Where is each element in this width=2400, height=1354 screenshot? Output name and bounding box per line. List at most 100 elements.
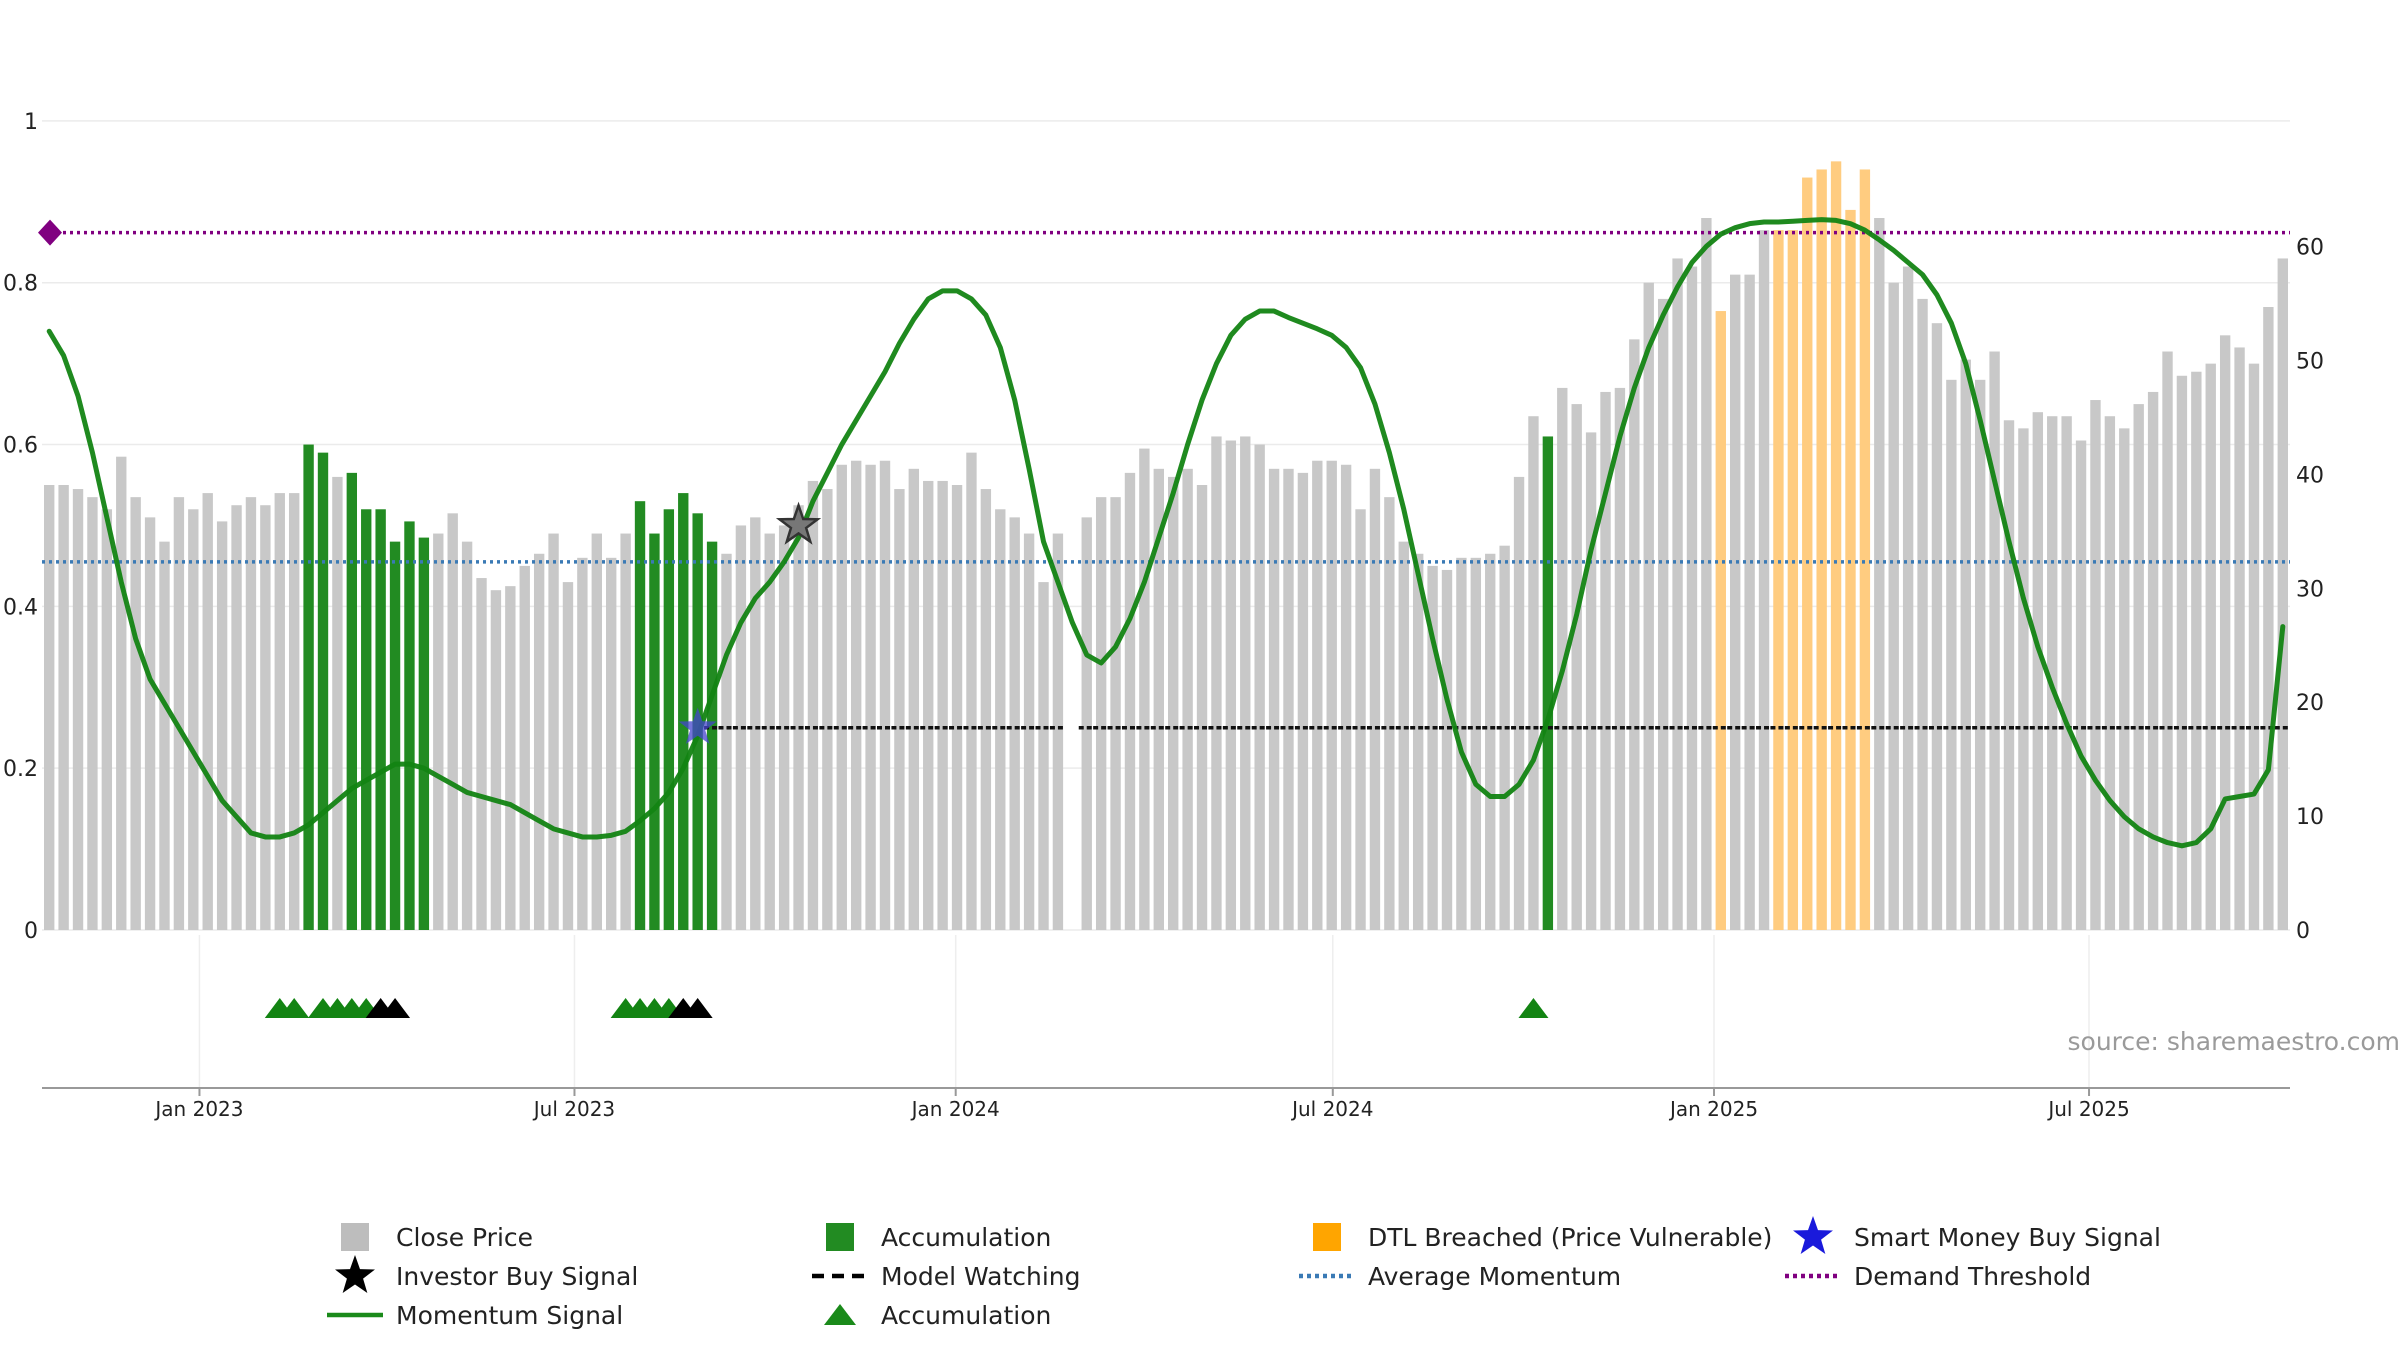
dtl-breached-bar — [1802, 178, 1812, 930]
close-price-bar — [1528, 416, 1538, 930]
close-price-bar — [592, 534, 602, 930]
right-axis-tick-label: 20 — [2296, 691, 2324, 716]
close-price-bar — [1283, 469, 1293, 930]
close-price-bar — [1384, 497, 1394, 930]
close-price-bar — [2018, 428, 2028, 930]
close-price-bar — [1010, 517, 1020, 930]
right-axis-tick-label: 30 — [2296, 577, 2324, 602]
close-price-bar — [2148, 392, 2158, 930]
close-price-bar — [1226, 441, 1236, 931]
legend-item: Demand Threshold — [1785, 1262, 2091, 1291]
close-price-bar — [1917, 299, 1927, 930]
dtl-breached-bar — [1788, 230, 1798, 930]
legend-label: Average Momentum — [1368, 1262, 1621, 1291]
close-price-bar — [1701, 218, 1711, 930]
left-axis-tick-label: 1 — [24, 110, 38, 135]
close-price-bar — [1038, 582, 1048, 930]
close-price-bar — [1197, 485, 1207, 930]
close-price-bar — [462, 542, 472, 930]
close-price-bar — [159, 542, 169, 930]
close-price-bar — [2119, 428, 2129, 930]
close-price-bar — [1759, 230, 1769, 930]
close-price-bar — [1125, 473, 1135, 930]
close-price-bar — [116, 457, 126, 930]
close-price-bar — [2278, 258, 2288, 930]
dtl-breached-bar — [1860, 169, 1870, 930]
accumulation-bar — [404, 521, 414, 930]
right-axis-tick-label: 0 — [2296, 919, 2310, 944]
close-price-bar — [937, 481, 947, 930]
accumulation-bar — [303, 445, 313, 930]
close-price-bar — [1514, 477, 1524, 930]
right-axis-tick-label: 40 — [2296, 463, 2324, 488]
close-price-bar — [952, 485, 962, 930]
accumulation-bar — [361, 509, 371, 930]
close-price-bar — [1399, 542, 1409, 930]
close-price-bar — [620, 534, 630, 930]
close-price-bar — [923, 481, 933, 930]
right-axis-tick-label: 10 — [2296, 805, 2324, 830]
close-price-bar — [433, 534, 443, 930]
close-price-bar — [1572, 404, 1582, 930]
x-axis-tick-label: Jan 2024 — [910, 1097, 1000, 1121]
close-price-bar — [1874, 218, 1884, 930]
close-price-bar — [1485, 554, 1495, 930]
close-price-bar — [73, 489, 83, 930]
close-price-bar — [1629, 339, 1639, 930]
legend-swatch-star — [335, 1255, 375, 1293]
legend-swatch-square — [1313, 1223, 1341, 1251]
close-price-bar — [1889, 283, 1899, 930]
close-price-bar — [2076, 441, 2086, 931]
close-price-bar — [765, 534, 775, 930]
close-price-bar — [1442, 570, 1452, 930]
legend-swatch-square — [826, 1223, 854, 1251]
close-price-bar — [1989, 352, 1999, 931]
close-price-bar — [750, 517, 760, 930]
price-bars — [44, 161, 2288, 930]
legend-item: Model Watching — [812, 1262, 1081, 1291]
close-price-bar — [448, 513, 458, 930]
accumulation-bar — [649, 534, 659, 930]
demand-threshold-marker — [38, 220, 62, 246]
left-axis-tick-label: 0.2 — [3, 757, 38, 782]
close-price-bar — [1961, 360, 1971, 930]
left-axis-tick-label: 0.8 — [3, 272, 38, 297]
close-price-bar — [1370, 469, 1380, 930]
legend-label: Accumulation — [881, 1301, 1051, 1330]
legend-label: DTL Breached (Price Vulnerable) — [1368, 1223, 1772, 1252]
close-price-bar — [1312, 461, 1322, 930]
legend-swatch-triangle — [824, 1304, 856, 1325]
close-price-bar — [837, 465, 847, 930]
close-price-bar — [203, 493, 213, 930]
x-axis-tick-label: Jul 2025 — [2046, 1097, 2129, 1121]
close-price-bar — [534, 554, 544, 930]
close-price-bar — [563, 582, 573, 930]
close-price-bar — [260, 505, 270, 930]
close-price-bar — [865, 465, 875, 930]
x-axis-tick-label: Jul 2023 — [532, 1097, 615, 1121]
close-price-bar — [2234, 347, 2244, 930]
close-price-bar — [275, 493, 285, 930]
close-price-bar — [2004, 420, 2014, 930]
close-price-bar — [1499, 546, 1509, 930]
close-price-bar — [909, 469, 919, 930]
accumulation-bar — [347, 473, 357, 930]
legend-item: Momentum Signal — [327, 1301, 623, 1330]
close-price-bar — [1413, 554, 1423, 930]
close-price-bar — [2206, 364, 2216, 930]
close-price-bar — [188, 509, 198, 930]
close-price-bar — [1139, 449, 1149, 930]
close-price-bar — [1932, 323, 1942, 930]
close-price-bar — [793, 505, 803, 930]
x-axis-tick-label: Jul 2024 — [1290, 1097, 1373, 1121]
accumulation-bar — [1543, 436, 1553, 930]
close-price-bar — [520, 566, 530, 930]
legend-swatch-star — [1793, 1216, 1833, 1254]
accumulation-bar — [664, 509, 674, 930]
close-price-bar — [2220, 335, 2230, 930]
legend-item: Accumulation — [826, 1223, 1051, 1252]
close-price-bar — [1586, 432, 1596, 930]
close-price-bar — [2061, 416, 2071, 930]
accumulation-bar — [390, 542, 400, 930]
